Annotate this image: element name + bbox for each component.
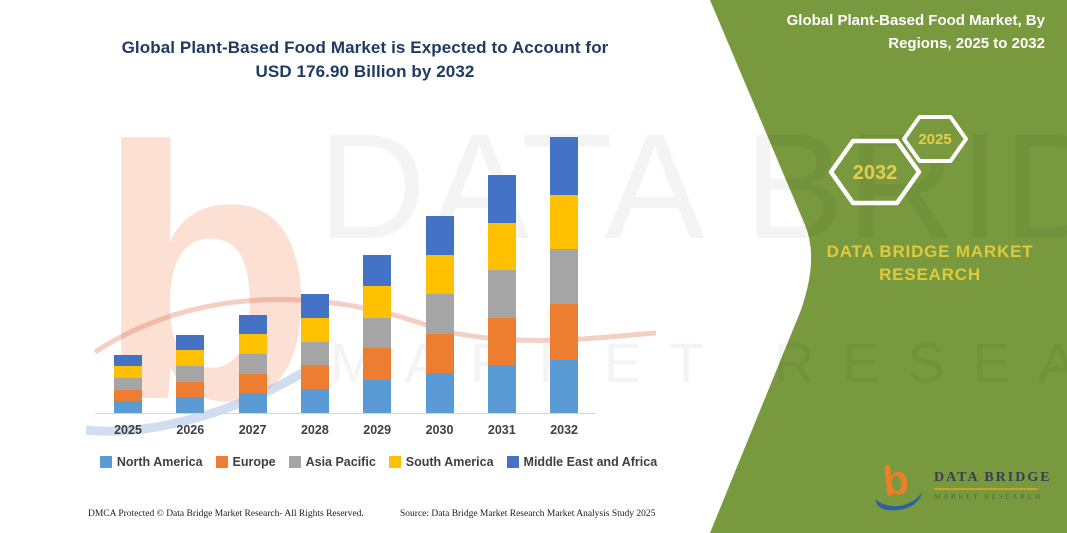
bar-2031: [487, 175, 516, 413]
x-axis-label: 2032: [550, 423, 578, 437]
hexagon-2032: [828, 138, 922, 206]
bar-segment: [114, 365, 142, 379]
chart-legend: North America Europe Asia Pacific South Ame…: [80, 455, 677, 469]
logo-underline: [934, 488, 1038, 490]
panel-wordmark-line2: RESEARCH: [879, 265, 981, 284]
bar-segment: [363, 285, 392, 318]
bar-segment: [487, 175, 516, 223]
bar-segment: [238, 393, 267, 413]
bar-segment: [487, 270, 516, 318]
bar-segment: [114, 401, 142, 413]
bar-2027: [238, 314, 267, 413]
bar-2028: [300, 294, 329, 413]
x-axis-label: 2026: [176, 423, 205, 437]
svg-text:b: b: [881, 458, 911, 505]
bar-segment: [176, 334, 205, 351]
x-axis-label: 2030: [425, 423, 454, 437]
bar-segment: [176, 397, 205, 413]
bar-segment: [487, 317, 516, 366]
bar-segment: [300, 389, 329, 413]
bar-segment: [238, 334, 267, 355]
panel-title-line1: Global Plant-Based Food Market, By: [786, 12, 1045, 29]
bar-segment: [425, 373, 454, 413]
bar-segment: [363, 347, 392, 380]
bar-segment: [487, 222, 516, 271]
hexagon-2025-label: 2025: [918, 131, 951, 148]
x-axis: [95, 413, 596, 414]
bar-2032: [550, 137, 579, 413]
bar-segment: [550, 360, 579, 413]
panel-title-line2: Regions, 2025 to 2032: [888, 35, 1045, 52]
page-title: Global Plant-Based Food Market is Expect…: [85, 36, 645, 84]
databridge-logo-icon: b: [875, 458, 923, 511]
bar-segment: [300, 341, 329, 366]
hexagon-2025: [902, 115, 968, 163]
bar-segment: [550, 249, 579, 305]
bar-segment: [425, 294, 454, 334]
bar-segment: [114, 354, 142, 366]
legend-item-asia-pacific: Asia Pacific: [288, 455, 376, 469]
bar-segment: [425, 215, 454, 256]
bar-2026: [176, 334, 205, 413]
bar-segment: [550, 304, 579, 361]
x-axis-label: 2029: [363, 423, 392, 437]
legend-swatch-icon: [288, 456, 301, 468]
bar-segment: [487, 365, 516, 413]
bar-segment: [550, 137, 579, 195]
legend-label: North America: [116, 455, 203, 469]
bar-segment: [176, 365, 205, 382]
bar-segment: [238, 354, 267, 374]
bar-segment: [238, 373, 267, 394]
bar-2030: [425, 215, 454, 413]
legend-item-north-america: North America: [99, 455, 203, 469]
bar-2029: [363, 254, 392, 413]
bar-segment: [176, 381, 205, 398]
x-axis-label: 2025: [114, 423, 142, 437]
legend-swatch-icon: [99, 456, 112, 468]
x-axis-label: 2028: [300, 423, 329, 437]
panel-title: Global Plant-Based Food Market, By Regio…: [715, 9, 1045, 55]
x-axis-label: 2031: [487, 423, 516, 437]
legend-item-south-america: South America: [388, 455, 494, 469]
page-title-line1: Global Plant-Based Food Market is Expect…: [121, 38, 609, 57]
legend-label: Asia Pacific: [305, 455, 376, 469]
hexagon-2032-label: 2032: [853, 162, 898, 184]
legend-item-middle-east-and-africa: Middle East and Africa: [506, 455, 658, 469]
legend-label: Europe: [232, 455, 276, 469]
logo-title: DATA BRIDGE: [934, 470, 1052, 485]
bar-segment: [176, 350, 205, 366]
dmca-notice: DMCA Protected © Data Bridge Market Rese…: [88, 509, 364, 519]
bar-segment: [238, 314, 267, 335]
bar-segment: [363, 317, 392, 348]
bar-segment: [114, 378, 142, 390]
bar-segment: [363, 379, 392, 413]
legend-item-europe: Europe: [215, 455, 276, 469]
panel-wordmark: DATA BRIDGE MARKET RESEARCH: [810, 240, 1050, 286]
panel-wordmark-line1: DATA BRIDGE MARKET: [826, 242, 1034, 261]
legend-swatch-icon: [506, 456, 519, 468]
bar-segment: [425, 333, 454, 374]
bar-segment: [300, 294, 329, 318]
bar-segment: [363, 254, 392, 286]
legend-swatch-icon: [388, 456, 401, 468]
bar-segment: [550, 194, 579, 250]
bar-segment: [425, 255, 454, 295]
databridge-logo: b DATA BRIDGE MARKET RESEARCH: [872, 458, 1052, 512]
legend-swatch-icon: [215, 456, 228, 468]
bar-2025: [114, 354, 142, 413]
bar-segment: [300, 317, 329, 342]
bar-segment: [300, 365, 329, 389]
x-axis-label: 2027: [238, 423, 267, 437]
legend-label: South America: [405, 455, 494, 469]
legend-label: Middle East and Africa: [523, 455, 658, 469]
bar-segment: [114, 389, 142, 402]
source-note: Source: Data Bridge Market Research Mark…: [400, 509, 656, 519]
logo-subtitle: MARKET RESEARCH: [934, 492, 1043, 501]
page-title-line2: USD 176.90 Billion by 2032: [255, 62, 475, 81]
